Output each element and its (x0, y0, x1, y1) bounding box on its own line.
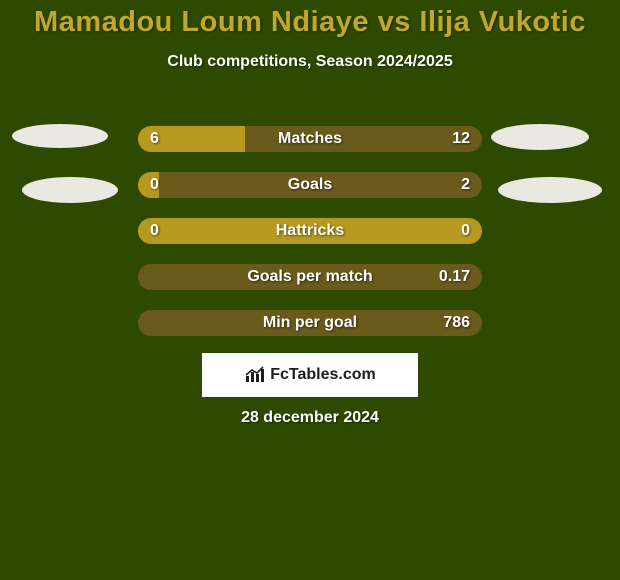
stat-value-right: 0.17 (439, 264, 470, 290)
stat-value-right: 0 (461, 218, 470, 244)
bar-left-segment (138, 218, 482, 244)
stat-bar (138, 126, 482, 152)
subtitle: Club competitions, Season 2024/2025 (0, 53, 620, 71)
chart-icon (244, 366, 266, 384)
stat-bar (138, 310, 482, 336)
stat-row: Min per goal786 (0, 300, 620, 346)
stat-value-left: 0 (150, 218, 159, 244)
stat-value-right: 2 (461, 172, 470, 198)
badge-placeholder (498, 177, 602, 203)
stat-value-right: 12 (452, 126, 470, 152)
logo-text: FcTables.com (270, 366, 376, 384)
stat-bar (138, 172, 482, 198)
bar-right-segment (138, 310, 482, 336)
badge-placeholder (491, 124, 589, 150)
comparison-canvas: Mamadou Loum Ndiaye vs Ilija Vukotic Clu… (0, 0, 620, 580)
badge-placeholder (22, 177, 118, 203)
page-title: Mamadou Loum Ndiaye vs Ilija Vukotic (0, 0, 620, 39)
stat-bar (138, 264, 482, 290)
stats-rows: Matches612Goals02Hattricks00Goals per ma… (0, 116, 620, 346)
stat-row: Hattricks00 (0, 208, 620, 254)
badge-placeholder (12, 124, 108, 148)
stat-row: Goals per match0.17 (0, 254, 620, 300)
date-line: 28 december 2024 (0, 409, 620, 427)
stat-value-right: 786 (443, 310, 470, 336)
bar-right-segment (245, 126, 482, 152)
stat-bar (138, 218, 482, 244)
bar-right-segment (138, 264, 482, 290)
fctables-logo[interactable]: FcTables.com (202, 353, 418, 397)
stat-value-left: 6 (150, 126, 159, 152)
stat-value-left: 0 (150, 172, 159, 198)
bar-right-segment (159, 172, 482, 198)
